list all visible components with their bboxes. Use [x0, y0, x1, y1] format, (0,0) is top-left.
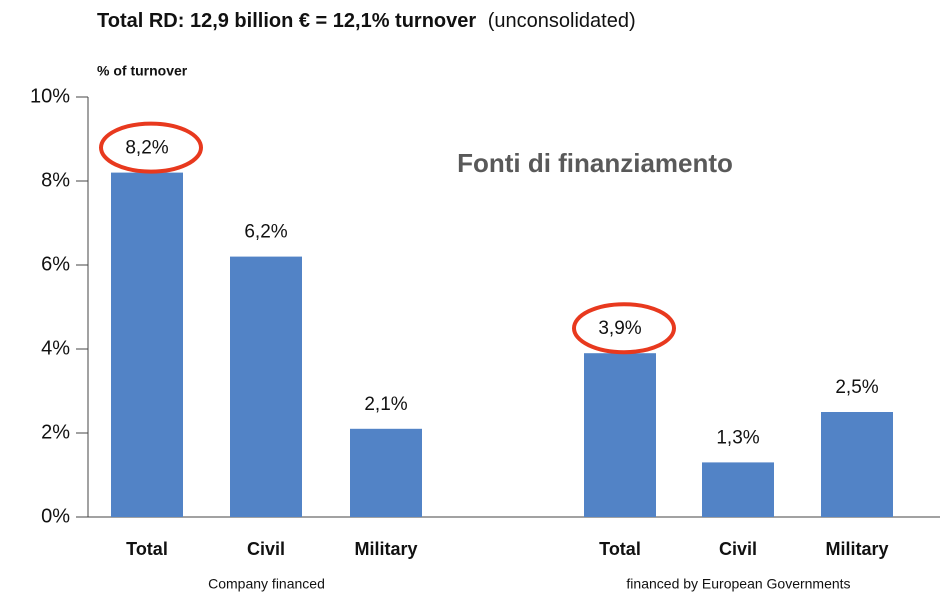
y-tick-label: 10%: [30, 85, 70, 107]
highlight-circle: [572, 302, 676, 355]
x-tick-label: Total: [126, 539, 168, 559]
y-tick-label: 0%: [41, 505, 70, 527]
value-label: 1,3%: [716, 427, 759, 448]
value-label: 2,1%: [364, 394, 407, 415]
x-tick-label: Military: [354, 539, 417, 559]
highlight-circle: [99, 121, 203, 174]
bar: [584, 353, 656, 517]
x-tick-label: Total: [599, 539, 641, 559]
y-tick-label: 6%: [41, 253, 70, 275]
value-label: 6,2%: [244, 222, 287, 243]
x-tick-label: Civil: [247, 539, 285, 559]
bar: [821, 412, 893, 517]
x-tick-label: Military: [825, 539, 888, 559]
value-label: 8,2%: [125, 138, 168, 159]
chart-title: Total RD: 12,9 billion € = 12,1% turnove…: [97, 10, 476, 32]
group-label: financed by European Governments: [626, 576, 850, 592]
bar: [111, 172, 183, 517]
y-tick-label: 4%: [41, 337, 70, 359]
y-axis-label: % of turnover: [97, 63, 188, 79]
x-tick-label: Civil: [719, 539, 757, 559]
chart-title-group: Total RD: 12,9 billion € = 12,1% turnove…: [97, 10, 636, 32]
bar: [702, 462, 774, 517]
chart-title-note: (unconsolidated): [488, 10, 636, 32]
bar: [350, 428, 422, 517]
value-label: 2,5%: [835, 377, 878, 398]
y-tick-label: 2%: [41, 421, 70, 443]
y-tick-label: 8%: [41, 169, 70, 191]
group-label: Company financed: [208, 576, 325, 592]
annotation: Fonti di finanziamento: [457, 148, 733, 178]
value-label: 3,9%: [598, 318, 641, 339]
bar: [230, 256, 302, 517]
